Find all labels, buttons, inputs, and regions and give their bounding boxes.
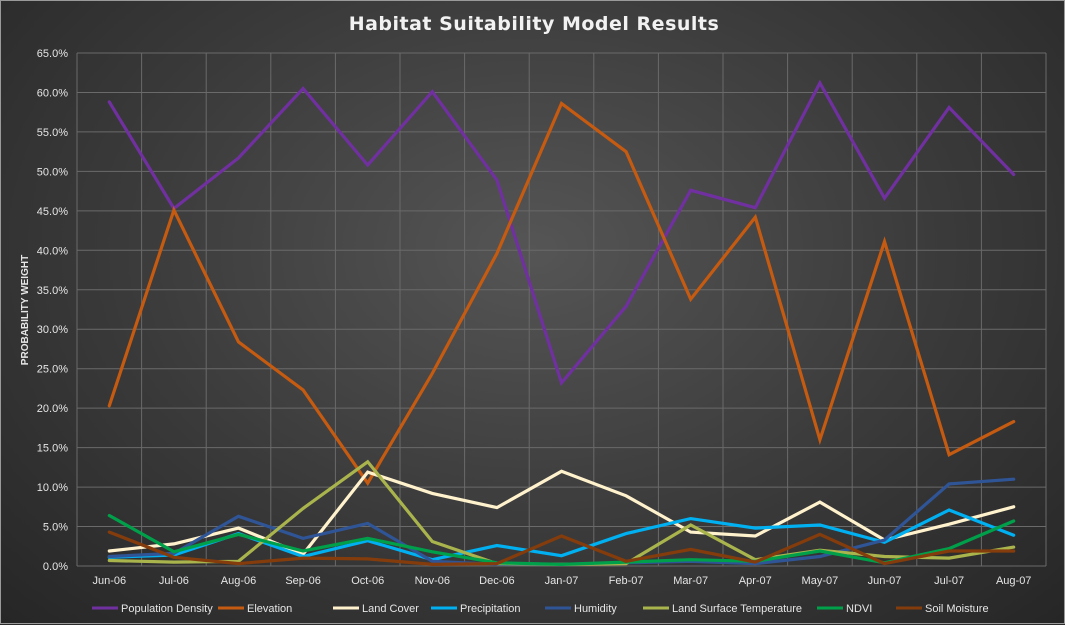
x-tick-label: Aug-06: [221, 575, 256, 587]
y-tick-label: 50.0%: [37, 166, 68, 178]
y-tick-label: 65.0%: [37, 48, 68, 60]
y-tick-label: 60.0%: [37, 87, 68, 99]
legend-label: Land Cover: [362, 603, 419, 615]
x-tick-labels: Jun-06 Jul-06 Aug-06 Sep-06 Oct-06 Nov-06 Dec-…: [92, 575, 1031, 587]
y-tick-label: 55.0%: [37, 127, 68, 139]
series-line-6: [107, 513, 1016, 567]
x-tick-label: Aug-07: [996, 575, 1031, 587]
series-line-0: [107, 79, 1016, 387]
legend-label: Humidity: [574, 603, 617, 615]
y-tick-label: 0.0%: [43, 561, 68, 573]
series-line-7: [107, 530, 1016, 567]
x-tick-label: Dec-06: [479, 575, 514, 587]
y-tick-label: 35.0%: [37, 285, 68, 297]
x-tick-label: Oct-06: [351, 575, 384, 587]
y-tick-label: 25.0%: [37, 364, 68, 376]
legend-label: Elevation: [247, 603, 292, 615]
series-line-1: [107, 101, 1016, 487]
legend: Population Density Elevation Land Cover Pre…: [92, 603, 989, 615]
x-tick-label: Feb-07: [609, 575, 644, 587]
chart-title: Habitat Suitability Model Results: [349, 13, 720, 35]
y-tick-label: 15.0%: [37, 443, 68, 455]
series-line-5: [107, 459, 1016, 567]
legend-label: Precipitation: [460, 603, 521, 615]
x-tick-label: Jul-07: [934, 575, 964, 587]
x-tick-label: Jun-06: [92, 575, 126, 587]
x-tick-label: May-07: [802, 575, 839, 587]
y-tick-label: 45.0%: [37, 206, 68, 218]
x-tick-label: Jul-06: [159, 575, 189, 587]
y-tick-label: 40.0%: [37, 245, 68, 257]
x-tick-label: Apr-07: [739, 575, 772, 587]
series-layer: [107, 79, 1016, 567]
y-tick-label: 5.0%: [43, 522, 68, 534]
y-tick-label: 30.0%: [37, 324, 68, 336]
x-tick-label: Nov-06: [415, 575, 450, 587]
x-tick-label: Sep-06: [285, 575, 320, 587]
legend-label: NDVI: [846, 603, 872, 615]
legend-label: Population Density: [121, 603, 213, 615]
y-tick-label: 20.0%: [37, 403, 68, 415]
grid-layer: [76, 52, 1047, 567]
series-line-4: [107, 477, 1016, 567]
y-tick-labels: 0.0% 5.0% 10.0% 15.0% 20.0% 25.0% 30.0% 35.0% 40…: [37, 48, 68, 573]
series-line-2: [107, 469, 1016, 557]
y-axis-label: PROBABILITY WEIGHT: [20, 255, 31, 365]
legend-label: Land Surface Temperature: [672, 603, 802, 615]
x-tick-label: Mar-07: [673, 575, 708, 587]
x-tick-label: Jan-07: [545, 575, 579, 587]
legend-label: Soil Moisture: [925, 603, 989, 615]
y-tick-label: 10.0%: [37, 482, 68, 494]
x-tick-label: Jun-07: [868, 575, 902, 587]
